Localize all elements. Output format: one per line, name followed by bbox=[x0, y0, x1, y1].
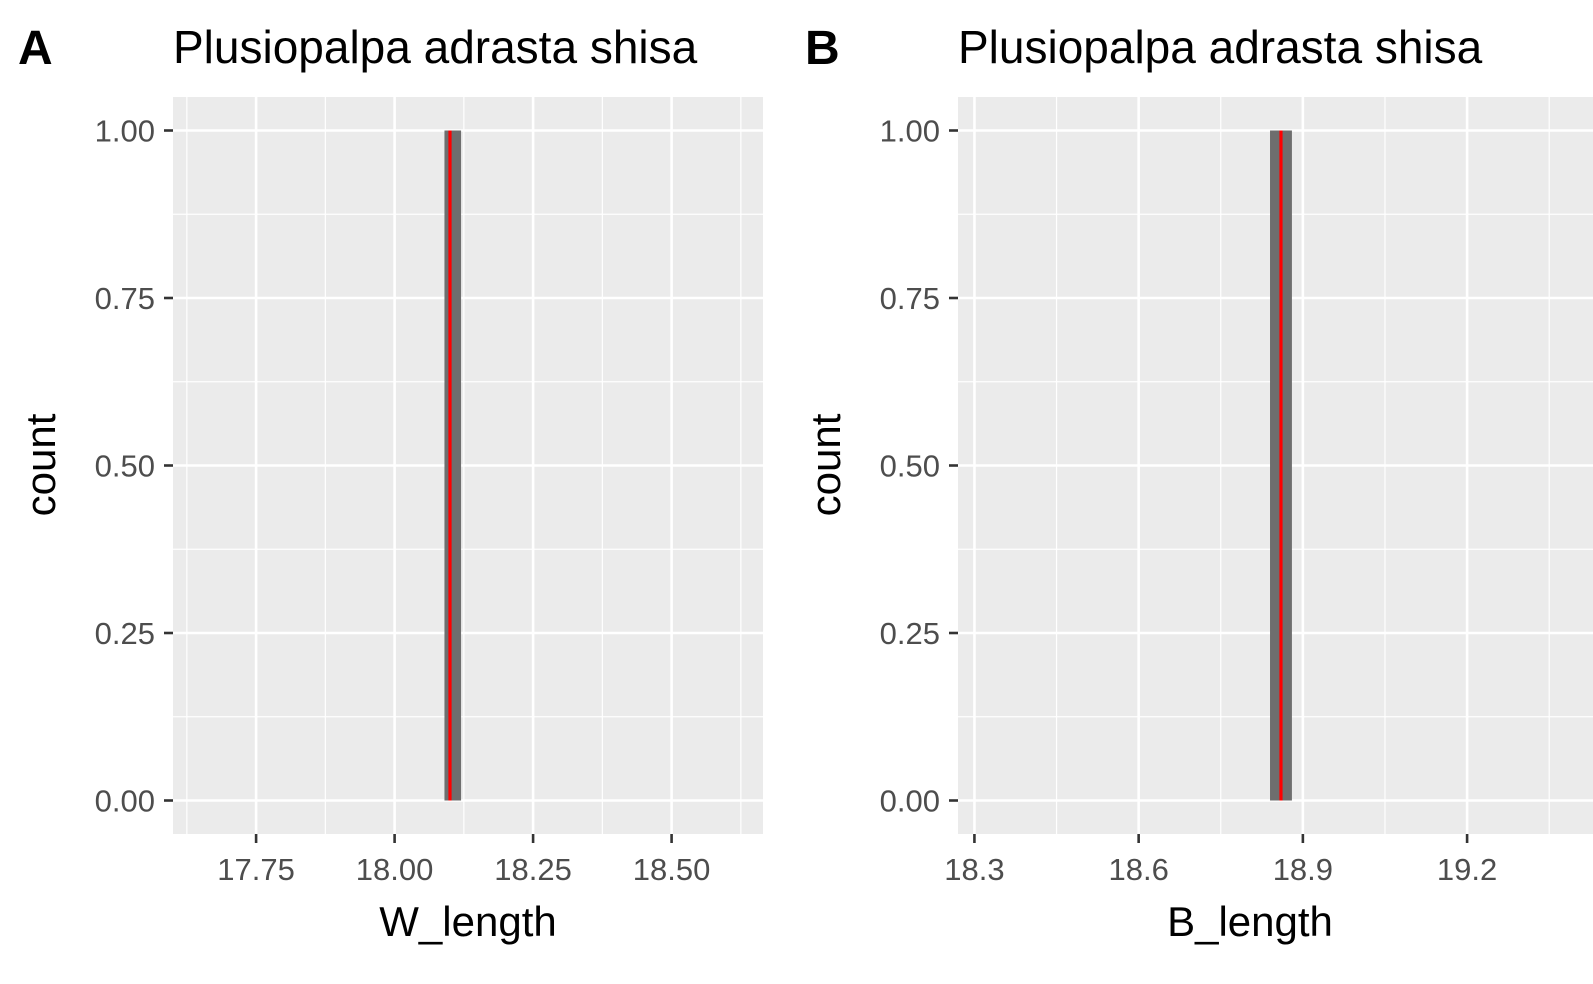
panel-b-y-axis: 0.00 0.25 0.50 0.75 1.00 bbox=[880, 114, 958, 819]
panel-b-y-tick-label: 1.00 bbox=[880, 114, 940, 149]
panel-a-y-tick-label: 0.00 bbox=[95, 784, 155, 819]
panel-a-x-tick-label: 18.25 bbox=[494, 852, 572, 887]
panel-b-x-axis: 18.3 18.6 18.9 19.2 bbox=[944, 834, 1497, 887]
panel-a-grid bbox=[173, 97, 763, 834]
panel-a-x-axis-label: W_length bbox=[379, 898, 556, 945]
panel-a-bars bbox=[444, 130, 462, 801]
panel-a-x-tick-label: 17.75 bbox=[217, 852, 295, 887]
panel-a-histogram-bar bbox=[444, 130, 462, 801]
panel-b-x-axis-label: B_length bbox=[1167, 898, 1333, 945]
panel-a-x-axis: 17.75 18.00 18.25 18.50 bbox=[217, 834, 710, 887]
panel-b-x-tick-label: 19.2 bbox=[1437, 852, 1497, 887]
panel-a-x-tick-label: 18.00 bbox=[356, 852, 434, 887]
panel-b-y-tick-label: 0.00 bbox=[880, 784, 940, 819]
panel-b-tag: B bbox=[805, 22, 840, 75]
panel-a-y-tick-label: 1.00 bbox=[95, 114, 155, 149]
panel-a-x-tick-label: 18.50 bbox=[633, 852, 711, 887]
panel-a-y-tick-label: 0.50 bbox=[95, 449, 155, 484]
panel-a-y-tick-label: 0.25 bbox=[95, 616, 155, 651]
panel-b-x-tick-label: 18.3 bbox=[944, 852, 1004, 887]
panel-b: B Plusiopalpa adrasta shisa 0.00 0.25 0.50… bbox=[802, 21, 1593, 945]
panel-a-y-axis: 0.00 0.25 0.50 0.75 1.00 bbox=[95, 114, 173, 819]
panel-b-y-axis-label: count bbox=[802, 413, 849, 516]
panel-a-y-tick-label: 0.75 bbox=[95, 281, 155, 316]
panel-b-x-tick-label: 18.6 bbox=[1108, 852, 1168, 887]
panel-a: A Plusiopalpa adrasta shisa 0.00 0.25 0.50… bbox=[17, 21, 763, 945]
panel-b-title: Plusiopalpa adrasta shisa bbox=[958, 21, 1483, 73]
panel-a-y-axis-label: count bbox=[17, 413, 64, 516]
panel-b-y-tick-label: 0.50 bbox=[880, 449, 940, 484]
panel-b-y-tick-label: 0.75 bbox=[880, 281, 940, 316]
panel-b-x-tick-label: 18.9 bbox=[1273, 852, 1333, 887]
panel-a-tag: A bbox=[18, 22, 53, 75]
panel-b-y-tick-label: 0.25 bbox=[880, 616, 940, 651]
panel-a-title: Plusiopalpa adrasta shisa bbox=[173, 21, 698, 73]
